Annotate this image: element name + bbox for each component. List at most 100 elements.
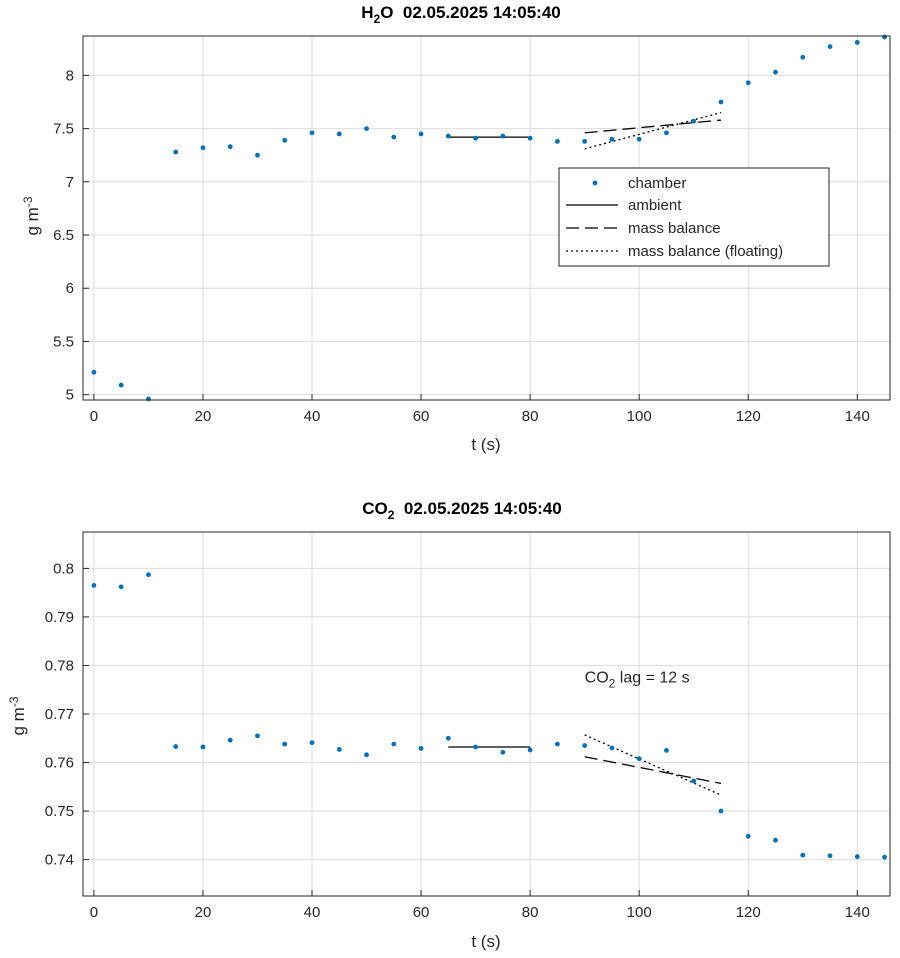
x-tick-label: 120 (736, 408, 761, 425)
x-tick-label: 100 (627, 904, 652, 921)
chamber-point (118, 382, 124, 388)
x-tick-label: 0 (90, 904, 98, 921)
x-tick-label: 100 (627, 408, 652, 425)
x-tick-label: 20 (195, 408, 212, 425)
chamber-point (255, 733, 260, 739)
chamber-point (445, 133, 451, 139)
x-tick-label: 40 (304, 904, 321, 921)
chamber-point (609, 745, 615, 751)
h2o-fit-lines (448, 112, 722, 150)
y-tick-label: 7 (66, 174, 74, 191)
x-tick-label: 80 (522, 408, 539, 425)
chamber-point (336, 747, 342, 752)
h2o-y-ticks: 5 5.5 6 6.5 7 7.5 8 (53, 67, 89, 404)
chamber-point (582, 743, 588, 748)
chamber-point (636, 136, 642, 142)
chamber-point (473, 135, 478, 141)
y-tick-label: 0.78 (45, 657, 74, 674)
x-tick-label: 60 (413, 408, 430, 425)
co2-grid (83, 532, 890, 896)
chamber-point (609, 136, 615, 142)
y-tick-label: 6.5 (53, 227, 74, 244)
legend-label-chamber: chamber (628, 175, 686, 192)
chamber-point (827, 44, 833, 50)
chamber-point (255, 152, 260, 158)
chamber-point (664, 130, 669, 136)
y-tick-label: 5.5 (53, 333, 74, 350)
chamber-point (146, 396, 151, 402)
h2o-chart-title: H2O 02.05.2025 14:05:40 (361, 3, 561, 26)
chamber-point (554, 741, 560, 747)
chamber-point (391, 134, 397, 140)
chamber-point (200, 145, 206, 151)
chamber-point (391, 741, 397, 747)
h2o-x-ticks: 0 20 40 60 80 100 120 140 (90, 394, 870, 425)
legend-marker-chamber (592, 180, 598, 186)
chamber-point (282, 137, 288, 143)
x-tick-label: 0 (90, 408, 98, 425)
legend-label-mass-balance: mass balance (628, 220, 721, 237)
mass-balance-line (584, 119, 722, 134)
chamber-point (418, 746, 424, 751)
co2-x-ticks: 0 20 40 60 80 100 120 140 (90, 890, 870, 921)
y-tick-label: 0.79 (45, 609, 74, 626)
chamber-point (227, 737, 233, 743)
x-tick-label: 60 (413, 904, 430, 921)
chamber-point (173, 744, 179, 749)
co2-fit-lines (448, 734, 722, 796)
mass-balance-floating-line (584, 112, 722, 150)
x-tick-label: 40 (304, 408, 321, 425)
mass-balance-floating-line (584, 734, 722, 796)
y-tick-label: 0.77 (45, 706, 74, 723)
chamber-point (745, 80, 751, 86)
chamber-point (91, 582, 97, 588)
co2-y-ticks: 0.74 0.75 0.76 0.77 0.78 0.79 0.8 (45, 560, 89, 869)
chamber-point (309, 130, 315, 136)
chamber-point (854, 854, 860, 860)
chamber-point (691, 118, 697, 124)
h2o-x-axis-label: t (s) (471, 435, 500, 454)
chamber-point (882, 34, 887, 40)
y-tick-label: 0.74 (45, 852, 74, 869)
h2o-chamber-series (91, 34, 887, 402)
mass-balance-line (584, 756, 722, 785)
x-tick-label: 80 (522, 904, 539, 921)
y-tick-label: 8 (66, 67, 74, 84)
chamber-point (418, 131, 424, 137)
x-tick-label: 140 (845, 904, 870, 921)
y-tick-label: 0.8 (53, 560, 74, 577)
chamber-point (146, 572, 151, 578)
co2-x-axis-label: t (s) (471, 932, 500, 951)
chamber-point (745, 833, 751, 839)
chamber-point (527, 747, 533, 753)
chamber-point (691, 778, 697, 784)
chamber-point (173, 149, 179, 155)
chamber-point (445, 735, 451, 741)
co2-chart: CO2 02.05.2025 14:05:40 0 20 40 60 80 100 120 1… (7, 499, 891, 951)
chamber-point (118, 584, 124, 590)
chamber-point (364, 126, 369, 131)
chamber-point (582, 138, 588, 144)
chamber-point (718, 99, 724, 105)
h2o-y-axis-label: g m-3 (21, 196, 42, 235)
chamber-point (200, 744, 206, 750)
chamber-point (91, 369, 97, 375)
co2-y-axis-label: g m-3 (7, 696, 28, 735)
legend-box (558, 167, 830, 267)
chamber-point (554, 138, 560, 144)
chamber-point (664, 748, 669, 753)
co2-axes-frame (82, 531, 891, 897)
co2-lag-annotation: CO2 lag = 12 s (585, 669, 690, 690)
y-tick-label: 5 (66, 387, 74, 404)
chamber-point (364, 752, 369, 758)
chamber-point (309, 740, 315, 746)
chamber-point (773, 69, 778, 75)
legend-label-ambient: ambient (628, 197, 682, 214)
chamber-point (800, 852, 806, 858)
legend-label-mass-balance-floating: mass balance (floating) (628, 243, 783, 260)
y-tick-label: 0.75 (45, 803, 74, 820)
h2o-chart: H2O 02.05.2025 14:05:40 0 20 40 60 80 100 120 1… (21, 3, 891, 454)
chamber-point (718, 808, 724, 814)
